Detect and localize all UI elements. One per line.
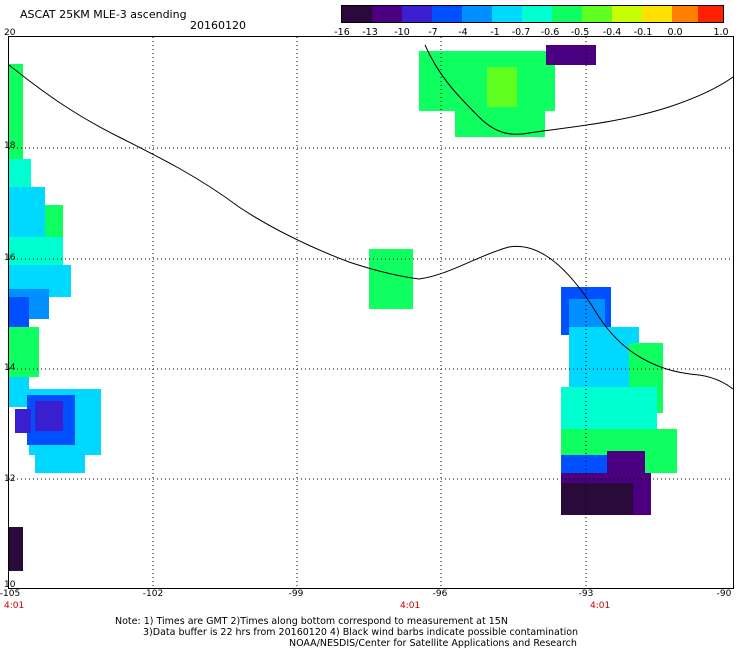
lat-lon-grid [9,37,733,588]
scale-label: -0.6 [540,27,560,38]
lon-label: -96 [432,589,448,599]
lat-label: 14 [4,363,16,373]
scale-label: -1 [490,27,500,38]
scale-label: -0.1 [633,27,653,38]
scale-label: -16 [334,27,350,38]
lon-label: -99 [288,589,304,599]
product-title: ASCAT 25KM MLE-3 ascending [20,8,187,21]
wind-swath-east [561,287,677,515]
scale-label: -4 [458,27,468,38]
coastline [9,64,733,390]
product-date: 20160120 [190,19,246,32]
scale-label: -0.5 [570,27,590,38]
lon-label: -90 [716,589,732,599]
lat-label: 20 [4,28,16,38]
time-label: 4:01 [590,601,611,611]
footnote-line-1: Note: 1) Times are GMT 2)Times along bot… [115,616,508,627]
coastline-north [424,44,733,135]
scale-label: 0.0 [667,27,683,38]
lon-label: -93 [578,589,594,599]
map-canvas [9,37,733,588]
lon-label: -102 [142,589,164,599]
wind-swath-center [369,249,413,309]
footnote-line-3: NOAA/NESDIS/Center for Satellite Applica… [289,638,577,649]
scale-label: -10 [394,27,410,38]
footnote-line-2: 3)Data buffer is 22 hrs from 20160120 4)… [143,627,579,638]
wind-swath-west [9,64,101,571]
scale-label: 1.0 [713,27,729,38]
scale-label: -7 [428,27,438,38]
lat-label: 10 [4,580,16,590]
wind-swath-north [419,45,596,137]
lat-label: 18 [4,141,16,151]
time-label: 4:01 [4,601,25,611]
lon-label: -105 [0,589,21,599]
lat-label: 12 [4,474,16,484]
scale-label: -13 [362,27,378,38]
scale-label: -0.7 [511,27,531,38]
time-label: 4:01 [400,601,421,611]
color-scale-bar [341,5,724,23]
lat-label: 16 [4,253,16,263]
scale-label: -0.4 [602,27,622,38]
map-panel [8,36,734,589]
